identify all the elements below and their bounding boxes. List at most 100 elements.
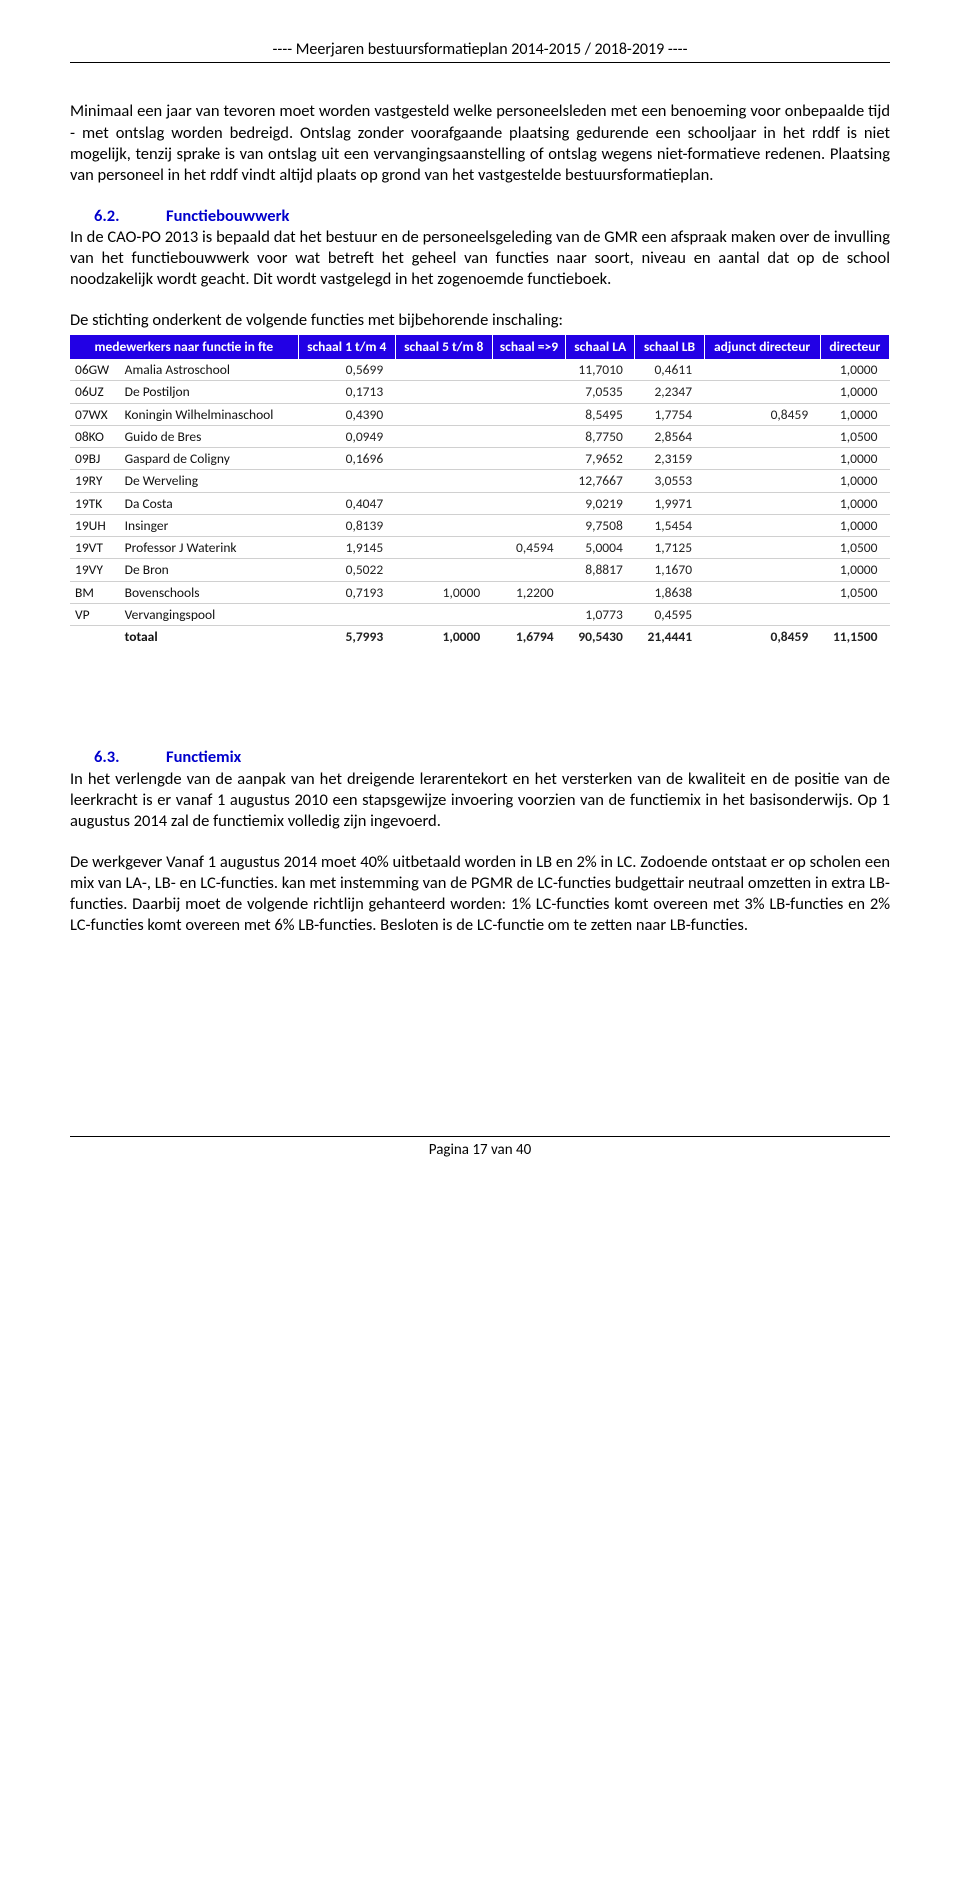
cell-value: 1,7125 (635, 537, 704, 559)
cell-value: 0,7193 (298, 581, 395, 603)
cell-value: 2,8564 (635, 425, 704, 447)
cell-value: 1,0000 (820, 359, 889, 381)
cell-value: 9,0219 (566, 492, 635, 514)
cell-value: 1,8638 (635, 581, 704, 603)
cell-value: 0,8459 (704, 403, 820, 425)
cell-value: 0,1713 (298, 381, 395, 403)
cell-value: 8,5495 (566, 403, 635, 425)
cell-value (492, 492, 565, 514)
cell-value (704, 492, 820, 514)
section-6-2-title: Functiebouwwerk (166, 206, 289, 226)
cell-name: Professor J Waterink (120, 537, 299, 559)
cell-value (492, 448, 565, 470)
cell-value: 1,9971 (635, 492, 704, 514)
cell-name: totaal (120, 626, 299, 648)
cell-value: 11,1500 (820, 626, 889, 648)
cell-name: Gaspard de Coligny (120, 448, 299, 470)
cell-name: Amalia Astroschool (120, 359, 299, 381)
paragraph-4: In het verlengde van de aanpak van het d… (70, 769, 890, 832)
cell-value: 11,7010 (566, 359, 635, 381)
cell-value (492, 403, 565, 425)
cell-value (704, 470, 820, 492)
cell-value (704, 381, 820, 403)
th-directeur: directeur (820, 335, 889, 359)
cell-value (492, 470, 565, 492)
cell-value: 1,9145 (298, 537, 395, 559)
paragraph-1: Minimaal een jaar van tevoren moet worde… (70, 101, 890, 185)
cell-value (492, 559, 565, 581)
table-row: 19UHInsinger0,81399,75081,54541,0000 (70, 514, 890, 536)
cell-value (704, 425, 820, 447)
cell-value: 8,7750 (566, 425, 635, 447)
cell-value: 1,0500 (820, 425, 889, 447)
cell-code: BM (70, 581, 120, 603)
table-body: 06GWAmalia Astroschool0,569911,70100,461… (70, 359, 890, 647)
th-schaal-lb: schaal LB (635, 335, 704, 359)
section-6-3-title: Functiemix (166, 747, 241, 767)
cell-value (704, 448, 820, 470)
cell-value (492, 603, 565, 625)
cell-value (704, 514, 820, 536)
cell-value: 1,0500 (820, 581, 889, 603)
cell-value: 1,2200 (492, 581, 565, 603)
th-functie: medewerkers naar functie in fte (70, 335, 298, 359)
cell-value: 0,5022 (298, 559, 395, 581)
cell-value (395, 492, 492, 514)
cell-code: 19UH (70, 514, 120, 536)
cell-value: 3,0553 (635, 470, 704, 492)
section-6-2-num: 6.2. (70, 206, 166, 227)
cell-value (704, 559, 820, 581)
cell-value: 1,0000 (820, 448, 889, 470)
section-6-3-heading: 6.3.Functiemix (70, 747, 890, 768)
cell-value (492, 425, 565, 447)
th-schaal-5-8: schaal 5 t/m 8 (395, 335, 492, 359)
cell-value (820, 603, 889, 625)
cell-name: De Bron (120, 559, 299, 581)
cell-value (704, 537, 820, 559)
cell-value: 1,1670 (635, 559, 704, 581)
cell-value (395, 537, 492, 559)
cell-value (298, 603, 395, 625)
cell-value: 5,0004 (566, 537, 635, 559)
cell-value (395, 514, 492, 536)
cell-code: 07WX (70, 403, 120, 425)
cell-value: 1,0000 (820, 514, 889, 536)
page-footer: Pagina 17 van 40 (70, 1141, 890, 1160)
cell-value: 1,0000 (820, 492, 889, 514)
cell-name: Insinger (120, 514, 299, 536)
section-6-3-num: 6.3. (70, 747, 166, 768)
cell-value (704, 359, 820, 381)
cell-code: 19VT (70, 537, 120, 559)
header-rule (70, 62, 890, 63)
cell-code: 19RY (70, 470, 120, 492)
table-row: 08KOGuido de Bres0,09498,77502,85641,050… (70, 425, 890, 447)
cell-value (395, 559, 492, 581)
cell-value: 1,0000 (395, 626, 492, 648)
paragraph-5: De werkgever Vanaf 1 augustus 2014 moet … (70, 852, 890, 936)
cell-value (395, 470, 492, 492)
cell-value: 8,8817 (566, 559, 635, 581)
cell-value: 0,8459 (704, 626, 820, 648)
cell-value: 1,0000 (820, 381, 889, 403)
cell-code: 06GW (70, 359, 120, 381)
table-row: 19VTProfessor J Waterink1,9145 0,45945,00… (70, 537, 890, 559)
cell-value: 0,4390 (298, 403, 395, 425)
cell-code: 08KO (70, 425, 120, 447)
cell-value (298, 470, 395, 492)
cell-value (492, 381, 565, 403)
cell-value: 1,0000 (820, 403, 889, 425)
cell-value: 0,4594 (492, 537, 565, 559)
paragraph-3: De stichting onderkent de volgende funct… (70, 310, 890, 331)
cell-value: 7,9652 (566, 448, 635, 470)
cell-code (70, 626, 120, 648)
cell-code: 09BJ (70, 448, 120, 470)
cell-name: Bovenschools (120, 581, 299, 603)
cell-code: 06UZ (70, 381, 120, 403)
cell-value: 1,7754 (635, 403, 704, 425)
cell-value (395, 448, 492, 470)
table-row: 19RYDe Werveling12,76673,05531,0000 (70, 470, 890, 492)
section-6-2-heading: 6.2.Functiebouwwerk (70, 206, 890, 227)
cell-value: 0,1696 (298, 448, 395, 470)
cell-value: 1,0773 (566, 603, 635, 625)
cell-value (395, 403, 492, 425)
